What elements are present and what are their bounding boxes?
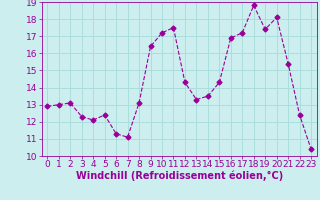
X-axis label: Windchill (Refroidissement éolien,°C): Windchill (Refroidissement éolien,°C) — [76, 171, 283, 181]
